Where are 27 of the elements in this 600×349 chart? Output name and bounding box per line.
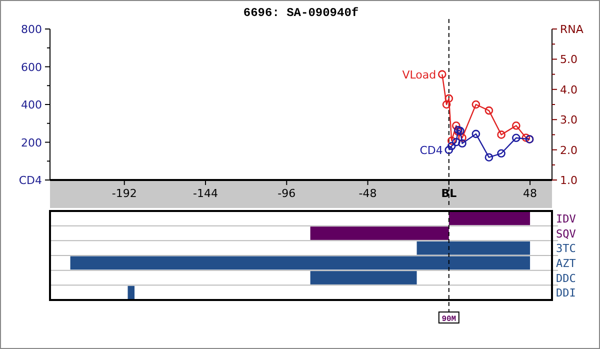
x-tick-label: -48: [358, 187, 377, 200]
y-tick-label: 800: [21, 23, 42, 36]
ref-line-label: 90M: [442, 315, 456, 324]
x-tick-label: -192: [112, 187, 137, 200]
y-tick-label: DDC: [556, 272, 576, 285]
y-tick-label: DDI: [556, 286, 576, 300]
chart-title: 6696: SA-090940f: [243, 6, 359, 20]
x-tick-label: -96: [278, 187, 296, 200]
x-tick-label: 48: [523, 187, 538, 200]
series-label: CD4: [420, 144, 443, 157]
x-tick-label: BL: [441, 187, 457, 200]
y-tick-label: CD4: [18, 174, 42, 187]
y-tick-label: 400: [21, 98, 42, 112]
x-tick-label: -144: [193, 187, 218, 200]
y-tick-label: 600: [21, 60, 42, 74]
y2-tick-label: 5.0: [560, 53, 578, 66]
y-tick-label: SQV: [556, 227, 576, 240]
y-tick-label: AZT: [556, 256, 576, 270]
y-tick-label: 200: [21, 136, 42, 150]
y-tick-label: IDV: [556, 212, 576, 226]
y2-tick-label: 3.0: [560, 114, 578, 127]
y2-tick-label: 2.0: [560, 144, 578, 157]
y2-tick-label: 4.0: [560, 83, 578, 96]
y-tick-label: 3TC: [556, 242, 576, 256]
series-label: VLoad: [402, 68, 436, 82]
y2-tick-label: 1.0: [560, 174, 578, 187]
y2-tick-label: RNA: [560, 23, 584, 36]
